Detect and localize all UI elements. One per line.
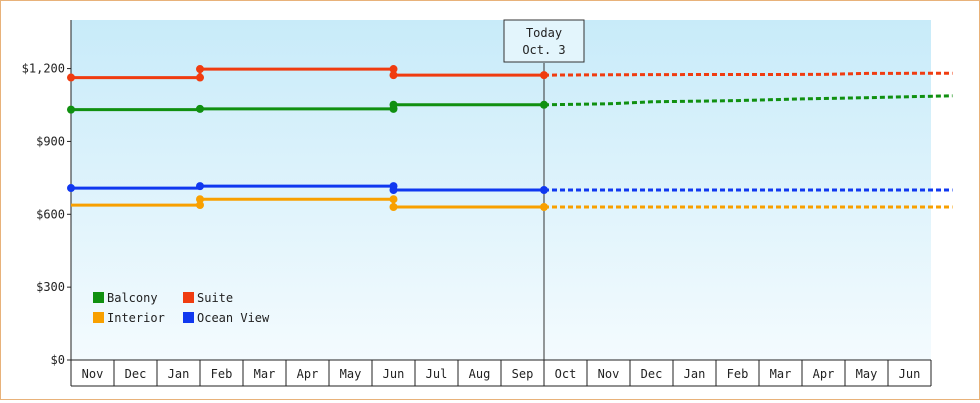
suite-point	[389, 71, 398, 80]
x-axis: Nov Dec Jan Feb Mar Apr May Jun Jul Aug Sep Oct Nov D…	[70, 359, 932, 387]
x-tick-label: May	[340, 367, 362, 381]
ocean-view-point	[196, 182, 204, 191]
ocean-view-point	[67, 184, 75, 193]
legend-swatch-ocean-view	[183, 312, 194, 323]
x-tick-label: Feb	[211, 367, 233, 381]
x-tick-label: Dec	[641, 367, 663, 381]
interior-point	[389, 195, 398, 204]
legend: Balcony Suite Interior Ocean View	[93, 291, 270, 325]
today-box	[503, 19, 585, 63]
y-tick-label: $300	[36, 280, 65, 294]
balcony-point	[196, 104, 204, 113]
suite-point	[196, 65, 204, 74]
x-tick-label: Jun	[899, 367, 921, 381]
balcony-point	[67, 105, 75, 114]
legend-swatch-suite	[183, 292, 194, 303]
today-date: Oct. 3	[522, 43, 565, 57]
legend-label-suite: Suite	[197, 291, 233, 305]
interior-point	[196, 201, 204, 210]
y-tick-label: $1,200	[22, 62, 65, 76]
y-axis: $0 $300 $600 $900 $1,200	[22, 20, 72, 367]
interior-price-line	[71, 197, 544, 209]
suite-point	[67, 73, 75, 82]
balcony-point	[540, 100, 548, 109]
ocean-view-price-line	[71, 184, 544, 192]
series-lines	[67, 65, 953, 211]
legend-label-balcony: Balcony	[107, 291, 158, 305]
balcony-price-line	[71, 103, 544, 112]
today-marker: Today Oct. 3	[503, 19, 585, 360]
x-tick-label: Apr	[297, 367, 319, 381]
x-tick-label: Jan	[684, 367, 706, 381]
balcony-forecast-line	[543, 94, 953, 107]
x-tick-label: Aug	[469, 367, 491, 381]
legend-label-ocean-view: Ocean View	[197, 311, 270, 325]
x-tick-label: Mar	[254, 367, 276, 381]
x-tick-label: Mar	[770, 367, 792, 381]
suite-point	[540, 71, 548, 80]
x-tick-label: Nov	[598, 367, 620, 381]
suite-price-line	[71, 67, 544, 80]
x-tick-label: Jan	[168, 367, 190, 381]
x-tick-label: Feb	[727, 367, 749, 381]
today-label: Today	[526, 26, 562, 40]
interior-point	[196, 195, 204, 204]
y-tick-label: $900	[36, 134, 65, 148]
x-tick-label: May	[856, 367, 878, 381]
ocean-view-point	[389, 186, 398, 194]
balcony-point	[389, 100, 398, 109]
legend-swatch-balcony	[93, 292, 104, 303]
x-tick-label: Oct	[555, 367, 577, 381]
legend-swatch-interior	[93, 312, 104, 323]
x-tick-label: Sep	[512, 367, 534, 381]
y-tick-label: $0	[51, 353, 65, 367]
x-tick-label: Apr	[813, 367, 835, 381]
interior-point	[389, 203, 398, 211]
suite-point	[389, 65, 398, 74]
y-tick-label: $600	[36, 207, 65, 221]
suite-point	[196, 73, 204, 82]
legend-label-interior: Interior	[107, 311, 165, 325]
x-tick-label: Jun	[383, 367, 405, 381]
ocean-view-point	[540, 186, 548, 194]
x-tick-label: Jul	[426, 367, 448, 381]
x-tick-label: Dec	[125, 367, 147, 381]
x-tick-label: Nov	[82, 367, 104, 381]
interior-point	[540, 203, 548, 211]
